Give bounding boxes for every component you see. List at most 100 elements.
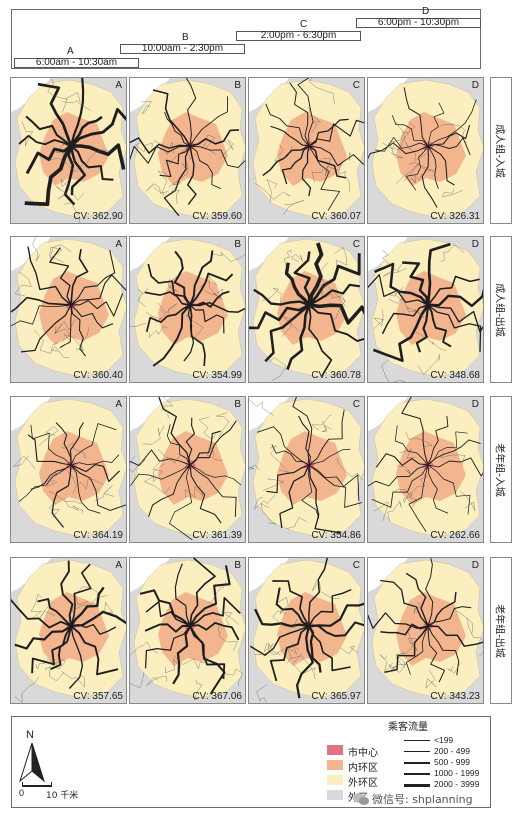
flow-line [70,563,92,627]
flow-map [130,78,245,219]
flow-line [266,179,277,203]
flow-line [145,601,191,627]
map-panel-1-d: D CV: 326.31 [367,77,484,224]
panel-period-letter: C [352,80,360,91]
flow-line [189,420,237,466]
flow-line [46,472,58,487]
flow-line [189,145,222,190]
flow-line [264,304,310,363]
flow-line [70,304,114,329]
flow-line [49,244,72,263]
scale-bar: 0 10 千米 [18,782,108,803]
flow-line [308,283,360,306]
flow-line [69,422,84,465]
flow-line [70,464,120,483]
flow-line [189,464,242,486]
flow-map [11,397,126,538]
scale-label: 10 千米 [46,791,79,801]
flow-line [415,304,430,353]
flow-title: 乘客流量 [388,722,428,733]
flow-line [255,183,291,200]
flow-line [95,485,115,502]
flow-line [200,278,223,300]
flow-map [249,78,364,219]
flow-line [265,103,310,147]
zone-swatch [327,775,343,785]
flow-line [382,131,409,149]
flow-line [427,606,472,627]
flow-line [292,652,316,675]
flow-line [187,145,197,205]
panel-period-letter: D [471,399,479,410]
flow-line [153,170,168,196]
flow-line [70,145,114,181]
flow-line [291,655,316,679]
flow-line [159,145,191,178]
flow-line [70,464,126,511]
flow-line [49,247,72,306]
flow-line [172,625,191,685]
timeline-bar-c: 2:00pm - 6:30pm [236,30,361,41]
flow-class-line [404,762,430,764]
cv-value: CV: 364.19 [73,530,123,541]
flow-line [63,498,83,514]
flow-line [405,431,433,447]
flow-line [396,465,413,476]
flow-line [392,121,416,151]
flow-line [189,625,226,695]
flow-line [380,579,429,627]
flow-line [219,139,234,160]
flow-line [311,580,340,599]
panel-period-letter: C [352,239,360,250]
flow-line [25,144,72,175]
flow-line [168,278,178,292]
flow-line [144,623,191,633]
flow-line [308,106,321,133]
flow-line [427,145,455,186]
flow-map [249,397,364,538]
flow-line [60,442,86,460]
flow-line [262,145,310,176]
cv-value: CV: 365.97 [311,691,361,702]
flow-line [60,670,85,688]
flow-line [249,625,310,656]
flow-line [130,449,191,467]
flow-line [70,107,126,148]
flow-line [270,445,289,473]
flow-line [27,246,72,306]
cv-value: CV: 360.78 [311,370,361,381]
flow-line [24,145,73,207]
panel-period-letter: B [234,560,241,571]
flow-line [284,262,311,307]
flow-line [48,503,60,518]
flow-line [311,414,332,431]
flow-line [426,242,451,306]
timeline-range-label: 6:00pm - 10:30pm [377,17,460,28]
flow-line [290,254,304,263]
flow-line [69,115,103,147]
flow-line [130,322,147,327]
flow-line [37,598,72,627]
flow-line [308,145,347,179]
flow-line [308,409,345,466]
north-arrow-icon [19,743,45,783]
cv-value: CV: 262.66 [430,530,480,541]
flow-line [148,326,168,338]
flow-line [164,111,191,147]
flow-line [45,658,66,670]
flow-line [185,78,197,147]
flow-line [331,291,346,320]
flow-line [63,145,76,206]
flow-line [257,426,310,466]
timeline-bar-a: 6:00am - 10:30am [14,57,139,68]
flow-line [189,96,229,147]
flow-map [368,558,483,699]
flow-line [71,595,108,612]
flow-line [274,143,293,161]
flow-line [130,137,191,154]
flow-line [27,434,72,466]
flow-line [425,558,434,627]
flow-line [189,250,214,306]
flow-line [270,125,310,147]
flow-line [308,464,362,508]
